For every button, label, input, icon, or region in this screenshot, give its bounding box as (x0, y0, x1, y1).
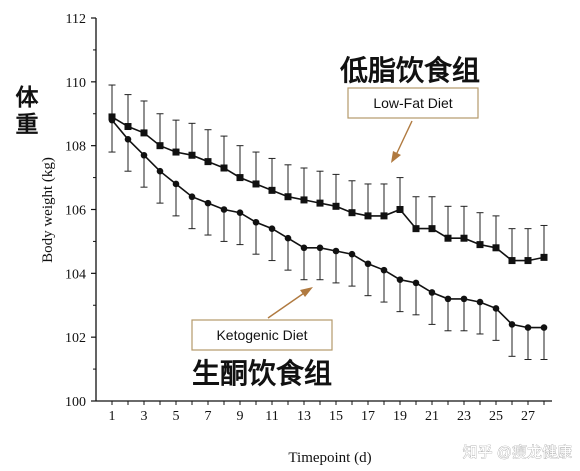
low-fat-box-label: Low-Fat Diet (373, 95, 452, 111)
low-fat-point (444, 234, 452, 242)
series-lines (111, 116, 545, 329)
low-fat-point (140, 129, 148, 137)
keto-point (524, 324, 532, 331)
low-fat-point (428, 225, 436, 233)
x-tick-label: 5 (173, 409, 180, 424)
keto-point (444, 295, 452, 303)
x-tick-label: 17 (361, 409, 375, 424)
keto-point (108, 116, 116, 124)
x-axis-label: Timepoint (d) (288, 450, 371, 466)
low-fat-point (508, 257, 516, 265)
x-tick-label: 9 (237, 409, 244, 424)
low-fat-point (220, 164, 228, 172)
low-fat-point (476, 241, 484, 249)
error-bars (108, 84, 548, 361)
series-markers (108, 113, 548, 331)
low-fat-point (380, 212, 388, 220)
keto-point (188, 193, 196, 201)
y-axis-label-chinese-char: 体 (16, 84, 40, 110)
low-fat-box (347, 87, 479, 119)
low-fat-arrow (391, 120, 413, 163)
x-tick-label: 25 (489, 409, 503, 424)
keto-point (268, 225, 276, 232)
low-fat-point (156, 142, 164, 150)
watermark: 知乎 @瘦龙健康 (463, 444, 572, 461)
x-tick-label: 11 (265, 409, 278, 424)
y-tick-label: 112 (66, 12, 86, 27)
y-tick-label: 106 (65, 204, 86, 219)
low-fat-point (300, 196, 308, 204)
x-tick-label: 21 (425, 409, 439, 424)
keto-box (191, 319, 333, 351)
keto-point (460, 295, 468, 303)
keto-point (220, 206, 228, 213)
low-fat-point (124, 123, 132, 131)
low-fat-point (188, 151, 196, 159)
keto-point (396, 276, 404, 284)
y-axis-label-chinese: 体 重 (16, 84, 40, 137)
low-fat-series-line (111, 116, 545, 262)
y-axis-label: Body weight (kg) (40, 157, 56, 263)
x-tick-label: 15 (329, 409, 343, 424)
keto-point (156, 167, 164, 175)
keto-point (172, 180, 180, 188)
low-fat-point (316, 199, 324, 207)
x-tick-label: 23 (457, 409, 471, 424)
keto-point (316, 244, 324, 252)
keto-point (332, 247, 340, 255)
y-tick-label: 108 (65, 140, 86, 155)
keto-point (300, 244, 308, 252)
y-tick-label: 100 (65, 395, 86, 410)
keto-point (492, 305, 500, 312)
keto-point (412, 279, 420, 287)
keto-point (476, 298, 484, 306)
keto-series-line (111, 119, 544, 329)
low-fat-point (172, 148, 180, 156)
keto-point (140, 151, 148, 159)
keto-point (284, 234, 292, 242)
x-tick-label: 1 (109, 409, 116, 424)
low-fat-point (524, 257, 532, 265)
y-tick-label: 102 (65, 331, 86, 346)
keto-arrow (267, 287, 313, 319)
low-fat-point (412, 225, 420, 233)
y-axis-label-chinese-char: 重 (16, 111, 39, 137)
x-tick-label: 27 (521, 409, 535, 424)
x-tick-label: 19 (393, 409, 407, 424)
keto-chinese-label: 生酮饮食组 (192, 357, 332, 389)
keto-point (348, 250, 356, 258)
low-fat-point (460, 234, 468, 242)
low-fat-point (204, 158, 212, 166)
y-tick-label: 104 (65, 267, 86, 282)
low-fat-point (348, 209, 356, 217)
x-tick-label: 3 (141, 409, 148, 424)
low-fat-point (252, 180, 260, 188)
keto-point (380, 266, 388, 274)
low-fat-point (364, 212, 372, 220)
keto-point (428, 289, 436, 296)
low-fat-point (492, 244, 500, 252)
keto-point (204, 199, 212, 207)
keto-point (364, 260, 372, 268)
low-fat-chinese-label: 低脂饮食组 (339, 54, 480, 86)
low-fat-point (396, 206, 404, 213)
low-fat-point (268, 186, 276, 194)
low-fat-point (540, 253, 548, 261)
keto-point (540, 324, 548, 331)
keto-point (236, 209, 244, 216)
y-tick-label: 110 (66, 76, 86, 91)
low-fat-point (284, 193, 292, 201)
low-fat-point (236, 174, 244, 182)
keto-point (508, 321, 516, 328)
keto-point (252, 218, 260, 226)
keto-point (124, 135, 132, 143)
x-tick-label: 13 (297, 409, 311, 424)
keto-box-label: Ketogenic Diet (216, 327, 307, 343)
low-fat-point (332, 202, 340, 210)
x-tick-label: 7 (205, 409, 212, 424)
